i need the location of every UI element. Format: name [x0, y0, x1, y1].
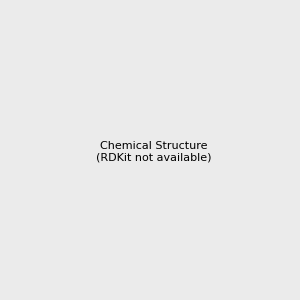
Text: Chemical Structure
(RDKit not available): Chemical Structure (RDKit not available) [96, 141, 212, 162]
